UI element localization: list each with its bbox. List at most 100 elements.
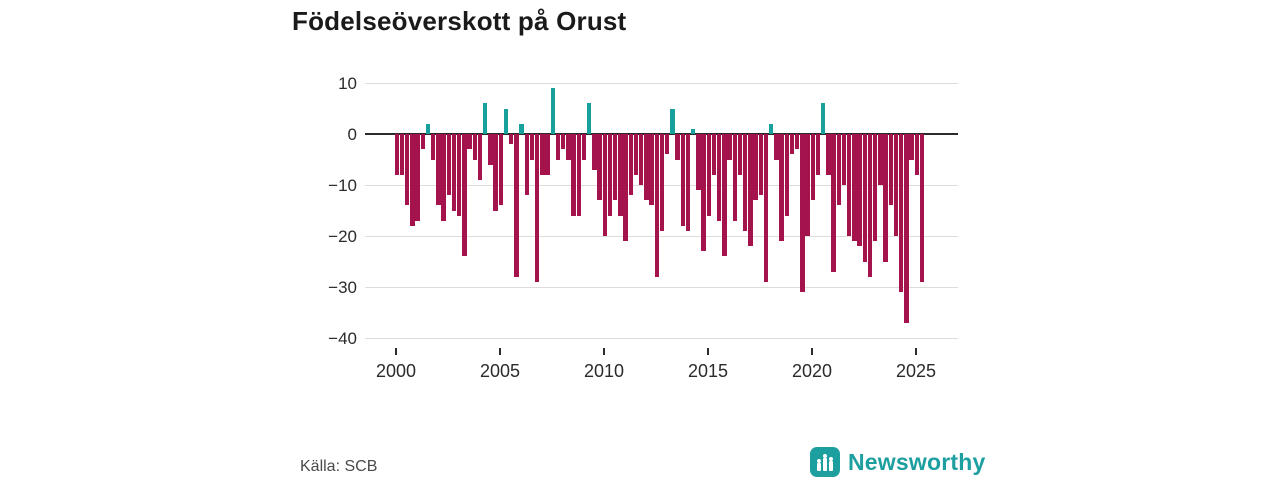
- bar: [488, 134, 493, 165]
- bar: [602, 134, 607, 236]
- bar: [404, 134, 410, 206]
- x-axis-tick-mark: [707, 348, 709, 355]
- bar: [462, 134, 467, 257]
- bar: [446, 134, 451, 196]
- bar: [737, 134, 743, 175]
- bar: [659, 134, 665, 231]
- bar: [586, 103, 592, 134]
- bar: [789, 134, 795, 155]
- bar: [872, 134, 878, 242]
- y-axis-tick-label: −30: [328, 278, 357, 297]
- bar: [800, 134, 805, 293]
- bar: [472, 134, 477, 160]
- x-axis-tick-mark: [395, 348, 397, 355]
- bar: [467, 134, 472, 150]
- bar: [529, 134, 535, 160]
- y-axis-tick-label: 0: [347, 125, 357, 144]
- bar: [675, 134, 680, 160]
- bar: [399, 134, 405, 175]
- bar: [612, 134, 618, 201]
- x-axis-tick-label: 2000: [375, 361, 417, 381]
- bar: [597, 134, 602, 201]
- x-axis-tick-mark: [499, 348, 501, 355]
- bar: [888, 134, 893, 206]
- bar: [805, 134, 810, 236]
- bar: [763, 134, 769, 282]
- bar: [534, 134, 540, 282]
- bar: [654, 134, 659, 277]
- bar: [628, 134, 633, 196]
- bar: [753, 134, 758, 201]
- bar: [456, 134, 462, 216]
- bar: [852, 134, 857, 242]
- bar: [524, 134, 529, 196]
- page-title: Födelseöverskott på Orust: [292, 6, 627, 36]
- x-axis-tick-label: 2010: [583, 361, 625, 381]
- bar: [430, 134, 436, 160]
- bar: [846, 134, 852, 236]
- bar: [690, 128, 696, 134]
- bar: [904, 134, 909, 323]
- x-axis-tick-mark: [915, 348, 917, 355]
- bar: [623, 134, 628, 242]
- y-axis-tick-label: −10: [328, 176, 357, 195]
- bar: [607, 134, 613, 216]
- bar: [514, 134, 519, 277]
- bar: [592, 134, 597, 170]
- bar: [706, 134, 711, 216]
- bar: [732, 134, 737, 221]
- gridline: [365, 338, 958, 339]
- bar: [867, 134, 873, 277]
- bar: [576, 134, 581, 216]
- bar: [831, 134, 836, 272]
- brand-logo: Newsworthy: [810, 447, 985, 477]
- bar: [727, 134, 732, 160]
- bar: [566, 134, 571, 160]
- bar: [794, 134, 800, 150]
- bar: [555, 134, 561, 160]
- bar: [898, 134, 904, 293]
- bar: [696, 134, 701, 191]
- bar: [441, 134, 446, 221]
- bar: [878, 134, 883, 185]
- gridline: [365, 83, 958, 84]
- bar: [779, 134, 784, 242]
- bar: [815, 134, 821, 175]
- gridline: [365, 236, 958, 237]
- bar: [508, 134, 514, 145]
- bar: [722, 134, 727, 257]
- bar: [420, 134, 425, 150]
- bar: [862, 134, 867, 262]
- bar: [893, 134, 899, 236]
- bar: [836, 134, 841, 206]
- bar: [784, 134, 789, 216]
- bar: [644, 134, 649, 201]
- bar: [664, 134, 670, 155]
- bar: [638, 134, 644, 185]
- bar: [716, 134, 722, 221]
- bar: [670, 108, 675, 134]
- bar: [857, 134, 862, 247]
- bar: [742, 134, 748, 231]
- bar: [680, 134, 685, 226]
- bar: [519, 123, 524, 134]
- bar: [820, 103, 826, 134]
- bar: [633, 134, 639, 175]
- y-axis-tick-label: −20: [328, 227, 357, 246]
- bar: [826, 134, 831, 175]
- x-axis-tick-label: 2025: [895, 361, 937, 381]
- bar: [909, 134, 914, 160]
- brand-name: Newsworthy: [848, 448, 986, 475]
- bar: [919, 134, 925, 282]
- bar: [560, 134, 566, 150]
- bar: [540, 134, 545, 175]
- bar: [758, 134, 763, 196]
- bar: [748, 134, 753, 247]
- bar: [545, 134, 550, 175]
- bar: [493, 134, 498, 211]
- bar: [477, 134, 483, 180]
- bar: [685, 134, 691, 231]
- bar: [498, 134, 503, 206]
- bar: [550, 88, 555, 134]
